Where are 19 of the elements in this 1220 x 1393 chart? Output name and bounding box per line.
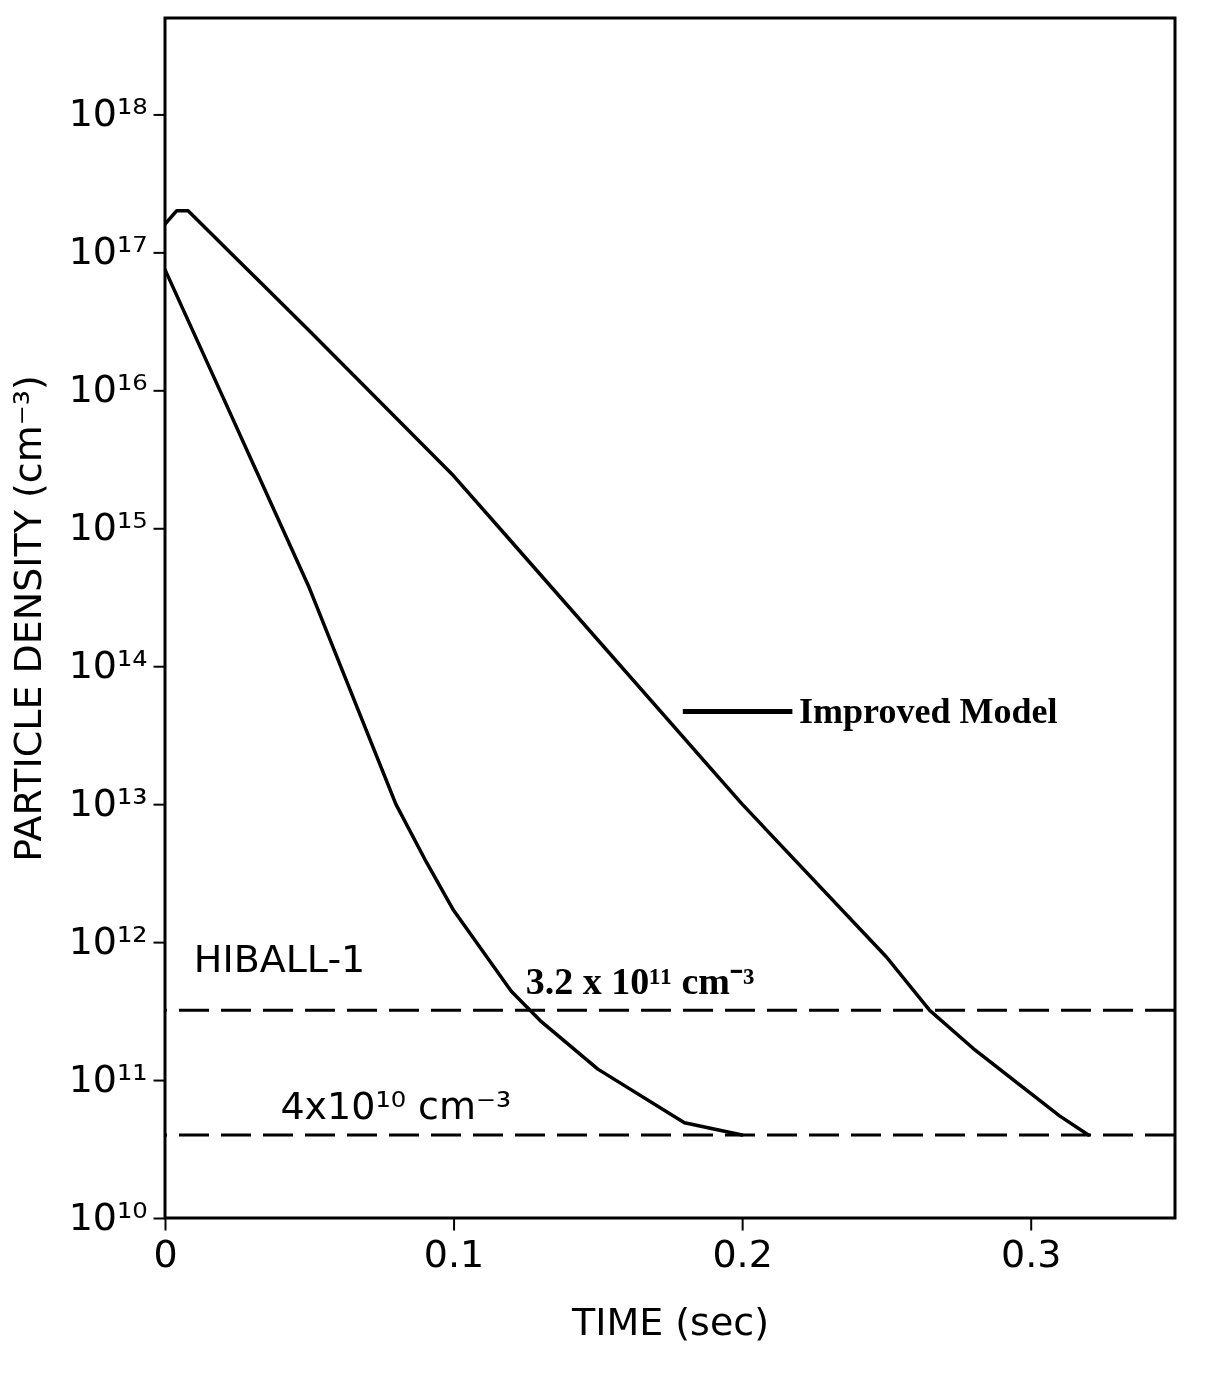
y-tick-label: 10¹⁶ [68,366,148,411]
x-tick-label: 0.2 [712,1231,773,1276]
y-tick-label: 10¹⁷ [68,228,148,273]
ref-line-label: 4x10¹⁰ cm⁻³ [280,1083,512,1128]
ref-line-label: 3.2 x 10¹¹ cm⁻³ [525,960,755,1003]
y-tick-label: 10¹² [68,918,148,963]
y-tick-label: 10¹³ [68,780,148,825]
y-tick-label: 10¹⁰ [68,1194,148,1239]
y-axis-title: PARTICLE DENSITY (cm⁻³) [5,375,50,862]
y-tick-label: 10¹⁴ [68,642,148,687]
legend-label: Improved Model [799,690,1058,731]
annotation: HIBALL-1 [193,937,366,982]
x-tick-label: 0.1 [423,1231,485,1276]
x-tick-label: 0 [153,1231,178,1276]
x-axis-title: TIME (sec) [570,1299,770,1344]
y-tick-label: 10¹⁵ [68,504,148,549]
x-tick-label: 0.3 [1001,1231,1062,1276]
y-tick-label: 10¹⁸ [68,90,148,135]
y-tick-label: 10¹¹ [68,1056,148,1101]
